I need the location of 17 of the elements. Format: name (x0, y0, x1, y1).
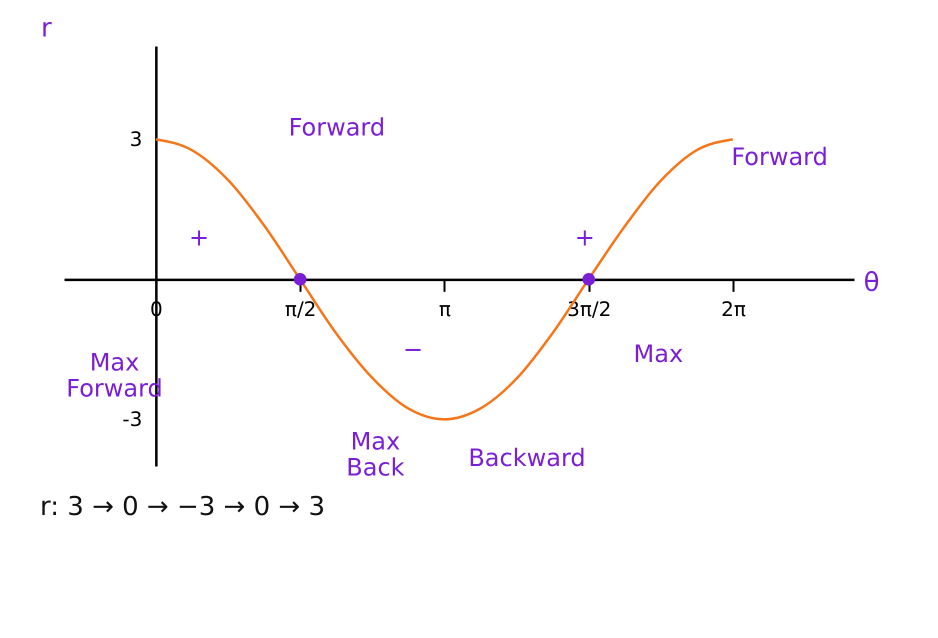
x-tick-label: 3π/2 (567, 296, 612, 321)
annotation: Max Back (346, 428, 405, 482)
y-axis-title: r (41, 14, 52, 44)
annotation: + (574, 224, 595, 252)
x-tick-label: π (438, 296, 451, 321)
annotation: Forward (731, 143, 828, 171)
y-tick-label: -3 (122, 406, 142, 431)
x-axis-title: θ (864, 268, 880, 298)
y-tick-label: 3 (130, 126, 142, 151)
annotation: Backward (468, 444, 586, 472)
x-tick-label: π/2 (284, 296, 316, 321)
text: r: 3 → 0 → −3 → 0 → 3 (40, 492, 326, 522)
annotation: Forward (288, 114, 386, 142)
annotation: − (403, 336, 424, 364)
x-tick-label: 2π (721, 296, 746, 321)
annotation: Max (634, 340, 684, 368)
annotation: + (188, 224, 210, 252)
